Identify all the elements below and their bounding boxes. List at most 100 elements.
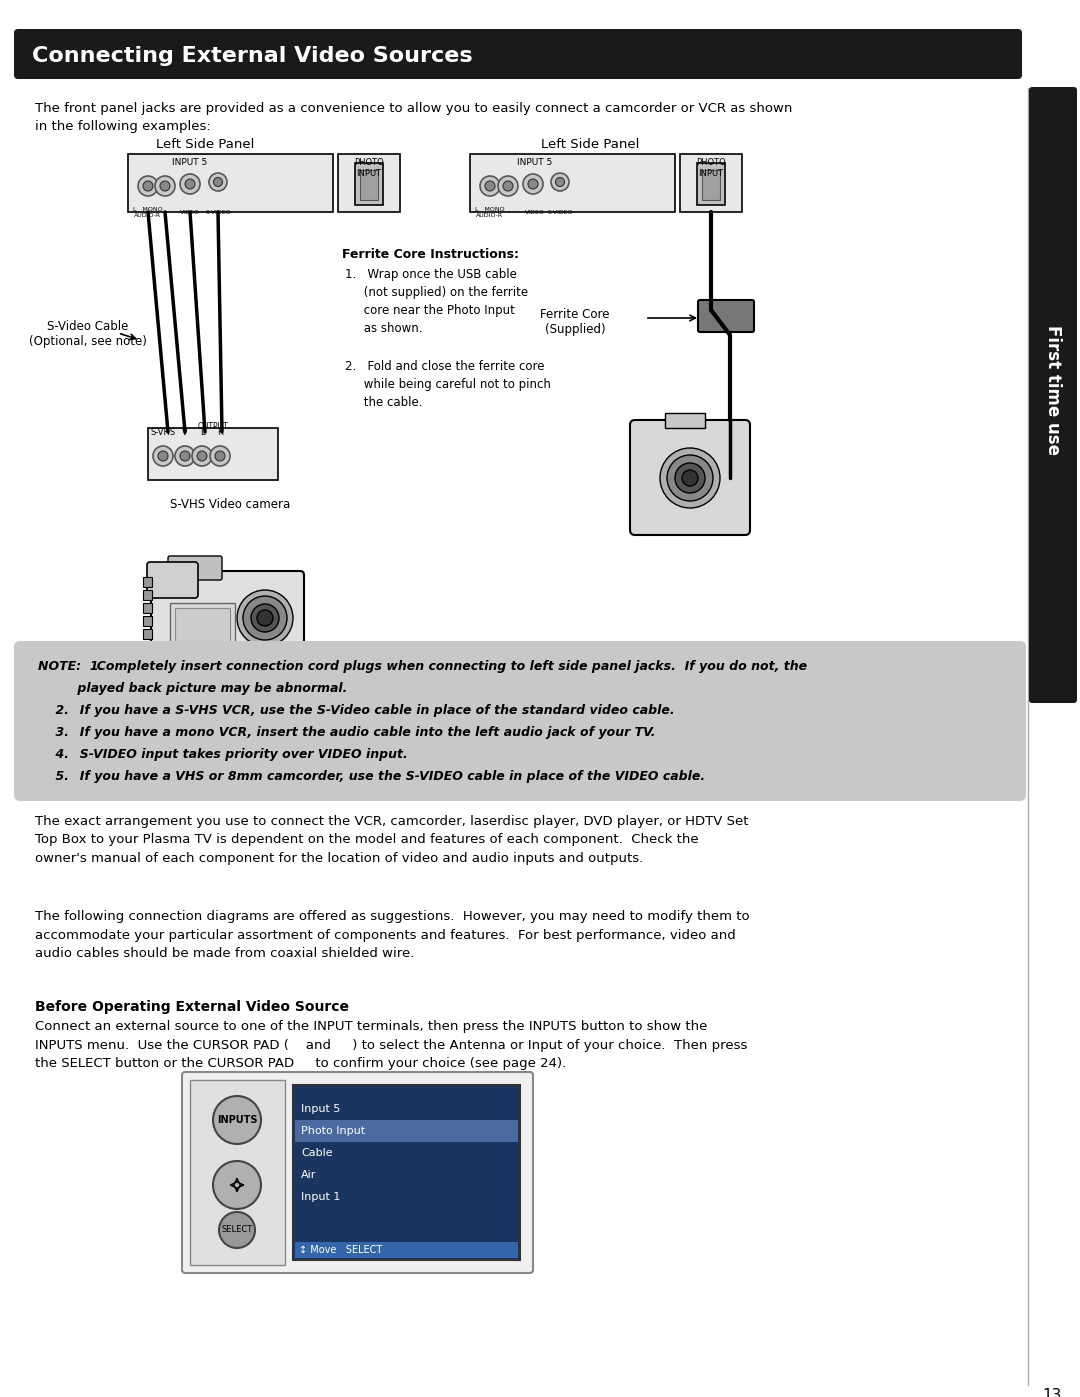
Bar [170, 604, 235, 648]
Text: OUTPUT: OUTPUT [198, 422, 228, 432]
Circle shape [485, 182, 495, 191]
FancyBboxPatch shape [151, 571, 303, 664]
Bar [143, 577, 152, 587]
Bar [702, 170, 720, 200]
Text: S-VIDEO: S-VIDEO [205, 210, 231, 215]
Bar [175, 608, 230, 643]
Bar [143, 629, 152, 638]
Text: S-VIDEO input takes priority over VIDEO input.: S-VIDEO input takes priority over VIDEO … [71, 747, 408, 761]
FancyBboxPatch shape [1029, 87, 1077, 703]
Circle shape [681, 469, 698, 486]
Text: If you have a VHS or 8mm camcorder, use the S-VIDEO cable in place of the VIDEO : If you have a VHS or 8mm camcorder, use … [71, 770, 705, 782]
Circle shape [498, 176, 518, 196]
Text: Input 5: Input 5 [301, 1104, 340, 1113]
Circle shape [214, 177, 222, 187]
Text: R: R [217, 427, 222, 437]
Circle shape [160, 182, 170, 191]
Text: 4.: 4. [38, 747, 69, 761]
Circle shape [158, 451, 168, 461]
Circle shape [210, 446, 230, 467]
Text: Before Operating External Video Source: Before Operating External Video Source [35, 1000, 349, 1014]
Text: 5.: 5. [38, 770, 69, 782]
Bar [129, 154, 333, 212]
Circle shape [138, 176, 158, 196]
Bar [338, 154, 400, 212]
Circle shape [219, 1213, 255, 1248]
Text: PHOTO
INPUT: PHOTO INPUT [354, 158, 383, 177]
Text: AUDIO-R: AUDIO-R [476, 212, 503, 218]
Circle shape [156, 176, 175, 196]
Text: L   MONO: L MONO [133, 207, 163, 212]
Text: S-VIDEO: S-VIDEO [548, 210, 572, 215]
Text: First time use: First time use [1044, 326, 1062, 455]
Text: L   MONO: L MONO [475, 207, 504, 212]
Circle shape [192, 446, 212, 467]
Circle shape [675, 462, 705, 493]
Bar [355, 163, 383, 205]
Bar [143, 604, 152, 613]
Circle shape [528, 179, 538, 189]
Text: Input 1: Input 1 [301, 1192, 340, 1201]
Text: INPUTS: INPUTS [217, 1115, 257, 1125]
Circle shape [180, 451, 190, 461]
Text: Left Side Panel: Left Side Panel [156, 138, 254, 151]
Bar [697, 163, 725, 205]
Circle shape [143, 182, 153, 191]
Text: S-VHS Video camera: S-VHS Video camera [170, 497, 291, 511]
Bar [293, 1085, 519, 1260]
Bar [148, 427, 278, 481]
FancyBboxPatch shape [172, 652, 258, 712]
Circle shape [251, 604, 279, 631]
Text: S-Video Cable
(Optional, see note): S-Video Cable (Optional, see note) [29, 320, 147, 348]
FancyBboxPatch shape [147, 562, 198, 598]
Text: played back picture may be abnormal.: played back picture may be abnormal. [38, 682, 348, 694]
Text: 13: 13 [1042, 1389, 1062, 1397]
Text: V: V [183, 427, 188, 437]
FancyBboxPatch shape [183, 1071, 534, 1273]
Circle shape [213, 1161, 261, 1208]
Circle shape [210, 173, 227, 191]
Text: VIDEO: VIDEO [180, 210, 200, 215]
Circle shape [257, 610, 273, 626]
Text: L: L [200, 427, 204, 437]
Text: Left Side Panel: Left Side Panel [541, 138, 639, 151]
Circle shape [185, 179, 195, 189]
Text: 3.: 3. [38, 726, 69, 739]
Text: 1.   Wrap once the USB cable
     (not supplied) on the ferrite
     core near t: 1. Wrap once the USB cable (not supplied… [345, 268, 528, 335]
FancyBboxPatch shape [168, 556, 222, 580]
Circle shape [153, 446, 173, 467]
Text: Connect an external source to one of the INPUT terminals, then press the INPUTS : Connect an external source to one of the… [35, 1020, 747, 1070]
Text: S-VHS: S-VHS [150, 427, 176, 437]
Circle shape [180, 175, 200, 194]
Bar [295, 1120, 518, 1141]
Bar [360, 170, 378, 200]
Text: The following connection diagrams are offered as suggestions.  However, you may : The following connection diagrams are of… [35, 909, 750, 960]
Bar [190, 1080, 285, 1266]
Circle shape [667, 455, 713, 502]
Text: The front panel jacks are provided as a convenience to allow you to easily conne: The front panel jacks are provided as a … [35, 102, 793, 133]
Circle shape [243, 597, 287, 640]
Bar [295, 1242, 518, 1259]
Text: Ferrite Core
(Supplied): Ferrite Core (Supplied) [540, 307, 610, 337]
Text: 2.   Fold and close the ferrite core
     while being careful not to pinch
     : 2. Fold and close the ferrite core while… [345, 360, 551, 409]
Text: The exact arrangement you use to connect the VCR, camcorder, laserdisc player, D: The exact arrangement you use to connect… [35, 814, 748, 865]
Text: Connecting External Video Sources: Connecting External Video Sources [32, 46, 473, 66]
Text: PHOTO
INPUT: PHOTO INPUT [697, 158, 726, 177]
Bar [143, 616, 152, 626]
Text: SELECT: SELECT [221, 1225, 253, 1235]
Bar [143, 590, 152, 599]
Text: 2.: 2. [38, 704, 69, 717]
Circle shape [503, 182, 513, 191]
Circle shape [213, 1097, 261, 1144]
Text: Photo Input: Photo Input [301, 1126, 365, 1136]
Circle shape [175, 446, 195, 467]
Bar [665, 414, 705, 427]
Circle shape [480, 176, 500, 196]
Text: Air: Air [301, 1171, 316, 1180]
Circle shape [215, 451, 225, 461]
Circle shape [523, 175, 543, 194]
Text: Cable: Cable [301, 1148, 333, 1158]
Text: INPUT 5: INPUT 5 [517, 158, 553, 168]
Text: If you have a mono VCR, insert the audio cable into the left audio jack of your : If you have a mono VCR, insert the audio… [71, 726, 656, 739]
Circle shape [551, 173, 569, 191]
